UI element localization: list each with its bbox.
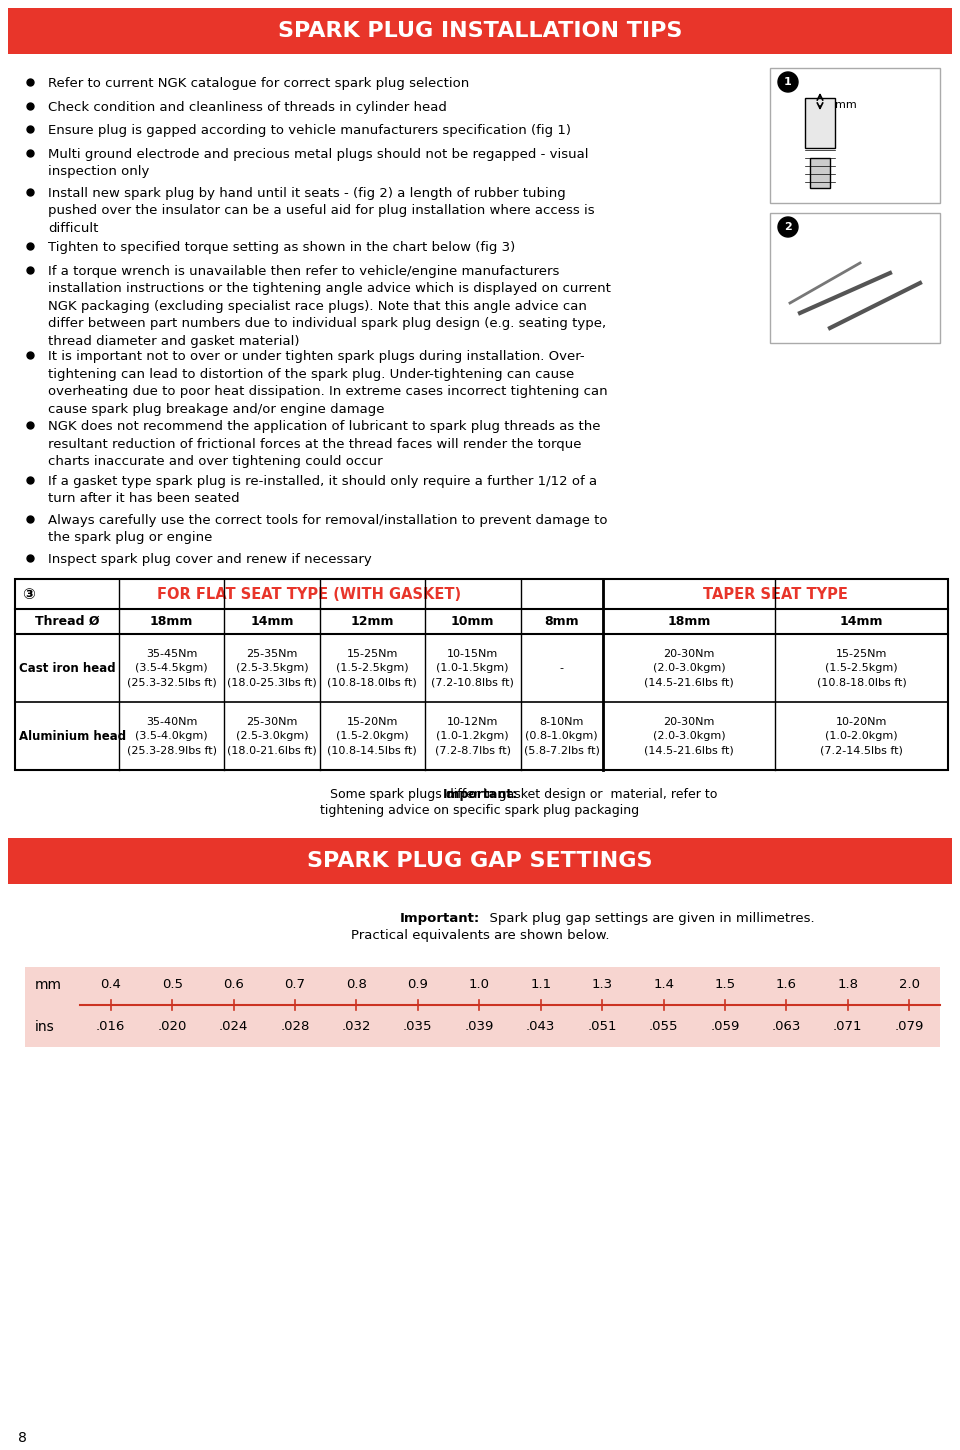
Text: mm: mm — [835, 100, 856, 110]
Text: 12mm: 12mm — [350, 615, 395, 628]
Text: NGK does not recommend the application of lubricant to spark plug threads as the: NGK does not recommend the application o… — [48, 420, 601, 468]
Text: Important:: Important: — [399, 912, 480, 925]
Text: 15-25Nm
(1.5-2.5kgm)
(10.8-18.0lbs ft): 15-25Nm (1.5-2.5kgm) (10.8-18.0lbs ft) — [327, 650, 418, 687]
Text: 2: 2 — [784, 222, 792, 232]
Text: Thread Ø: Thread Ø — [35, 615, 100, 628]
Bar — [805, 99, 835, 148]
Text: 1.3: 1.3 — [591, 979, 612, 992]
Text: SPARK PLUG GAP SETTINGS: SPARK PLUG GAP SETTINGS — [307, 851, 653, 871]
Text: 15-20Nm
(1.5-2.0kgm)
(10.8-14.5lbs ft): 15-20Nm (1.5-2.0kgm) (10.8-14.5lbs ft) — [327, 716, 418, 755]
Text: 18mm: 18mm — [667, 615, 710, 628]
Text: .043: .043 — [526, 1021, 556, 1034]
Text: Check condition and cleanliness of threads in cylinder head: Check condition and cleanliness of threa… — [48, 100, 446, 113]
Circle shape — [778, 72, 798, 91]
Text: .035: .035 — [403, 1021, 433, 1034]
Text: 0.9: 0.9 — [407, 979, 428, 992]
Text: 1.0: 1.0 — [468, 979, 490, 992]
Text: 1.1: 1.1 — [530, 979, 551, 992]
Text: 1: 1 — [784, 77, 792, 87]
Bar — [15, 579, 948, 770]
Text: Always carefully use the correct tools for removal/installation to prevent damag: Always carefully use the correct tools f… — [48, 513, 608, 544]
Text: 14mm: 14mm — [251, 615, 294, 628]
Text: ins: ins — [35, 1019, 55, 1034]
Text: SPARK PLUG INSTALLATION TIPS: SPARK PLUG INSTALLATION TIPS — [277, 20, 683, 41]
Text: Some spark plugs differ in gasket design or  material, refer to: Some spark plugs differ in gasket design… — [326, 787, 718, 800]
Text: .024: .024 — [219, 1021, 249, 1034]
Text: Tighten to specified torque setting as shown in the chart below (fig 3): Tighten to specified torque setting as s… — [48, 241, 516, 254]
Bar — [810, 158, 830, 189]
Text: 0.5: 0.5 — [161, 979, 182, 992]
Text: .063: .063 — [772, 1021, 801, 1034]
Text: Multi ground electrode and precious metal plugs should not be regapped - visual
: Multi ground electrode and precious meta… — [48, 148, 588, 178]
Bar — [770, 213, 940, 344]
Text: 25-35Nm
(2.5-3.5kgm)
(18.0-25.3lbs ft): 25-35Nm (2.5-3.5kgm) (18.0-25.3lbs ft) — [228, 650, 317, 687]
Text: tightening advice on specific spark plug packaging: tightening advice on specific spark plug… — [321, 803, 639, 816]
Text: 1.5: 1.5 — [714, 979, 735, 992]
Text: .071: .071 — [833, 1021, 863, 1034]
Text: .032: .032 — [342, 1021, 372, 1034]
Text: Ensure plug is gapped according to vehicle manufacturers specification (fig 1): Ensure plug is gapped according to vehic… — [48, 125, 571, 136]
Text: 35-45Nm
(3.5-4.5kgm)
(25.3-32.5lbs ft): 35-45Nm (3.5-4.5kgm) (25.3-32.5lbs ft) — [127, 650, 217, 687]
Text: If a torque wrench is unavailable then refer to vehicle/engine manufacturers
ins: If a torque wrench is unavailable then r… — [48, 264, 611, 348]
Bar — [8, 9, 952, 54]
Text: 10-12Nm
(1.0-1.2kgm)
(7.2-8.7lbs ft): 10-12Nm (1.0-1.2kgm) (7.2-8.7lbs ft) — [435, 716, 511, 755]
Text: 0.7: 0.7 — [284, 979, 305, 992]
Text: 8mm: 8mm — [544, 615, 579, 628]
Text: 1.6: 1.6 — [776, 979, 797, 992]
Text: 18mm: 18mm — [150, 615, 193, 628]
Bar — [770, 68, 940, 203]
Text: Refer to current NGK catalogue for correct spark plug selection: Refer to current NGK catalogue for corre… — [48, 77, 469, 90]
Text: .039: .039 — [465, 1021, 494, 1034]
Text: 10-15Nm
(1.0-1.5kgm)
(7.2-10.8lbs ft): 10-15Nm (1.0-1.5kgm) (7.2-10.8lbs ft) — [431, 650, 514, 687]
Text: .020: .020 — [157, 1021, 187, 1034]
Text: Aluminium head: Aluminium head — [19, 729, 126, 742]
Text: TAPER SEAT TYPE: TAPER SEAT TYPE — [703, 586, 848, 602]
Text: 20-30Nm
(2.0-3.0kgm)
(14.5-21.6lbs ft): 20-30Nm (2.0-3.0kgm) (14.5-21.6lbs ft) — [644, 716, 734, 755]
Text: .059: .059 — [710, 1021, 740, 1034]
Text: Install new spark plug by hand until it seats - (fig 2) a length of rubber tubin: Install new spark plug by hand until it … — [48, 187, 594, 235]
Text: FOR FLAT SEAT TYPE (WITH GASKET): FOR FLAT SEAT TYPE (WITH GASKET) — [156, 586, 461, 602]
Text: .079: .079 — [895, 1021, 924, 1034]
Text: .028: .028 — [280, 1021, 310, 1034]
Text: 14mm: 14mm — [840, 615, 883, 628]
Text: 0.6: 0.6 — [223, 979, 244, 992]
Text: It is important not to over or under tighten spark plugs during installation. Ov: It is important not to over or under tig… — [48, 349, 608, 416]
Text: .055: .055 — [649, 1021, 679, 1034]
Text: 1.4: 1.4 — [653, 979, 674, 992]
Text: 10-20Nm
(1.0-2.0kgm)
(7.2-14.5lbs ft): 10-20Nm (1.0-2.0kgm) (7.2-14.5lbs ft) — [820, 716, 903, 755]
Text: Practical equivalents are shown below.: Practical equivalents are shown below. — [350, 929, 610, 942]
Bar — [8, 838, 952, 884]
Text: 8: 8 — [18, 1431, 27, 1446]
Text: 0.4: 0.4 — [100, 979, 121, 992]
Text: mm: mm — [35, 977, 62, 992]
Text: 8-10Nm
(0.8-1.0kgm)
(5.8-7.2lbs ft): 8-10Nm (0.8-1.0kgm) (5.8-7.2lbs ft) — [524, 716, 600, 755]
Text: -: - — [560, 663, 564, 673]
Text: Cast iron head: Cast iron head — [19, 661, 115, 674]
Text: 2.0: 2.0 — [899, 979, 920, 992]
Bar — [25, 967, 940, 1047]
Text: If a gasket type spark plug is re-installed, it should only require a further 1/: If a gasket type spark plug is re-instal… — [48, 474, 597, 505]
Text: .051: .051 — [588, 1021, 617, 1034]
Text: Spark plug gap settings are given in millimetres.: Spark plug gap settings are given in mil… — [481, 912, 815, 925]
Text: ③: ③ — [22, 586, 35, 602]
Text: Inspect spark plug cover and renew if necessary: Inspect spark plug cover and renew if ne… — [48, 552, 372, 566]
Text: 20-30Nm
(2.0-3.0kgm)
(14.5-21.6lbs ft): 20-30Nm (2.0-3.0kgm) (14.5-21.6lbs ft) — [644, 650, 734, 687]
Text: 1.8: 1.8 — [837, 979, 858, 992]
Text: 10mm: 10mm — [451, 615, 494, 628]
Text: 15-25Nm
(1.5-2.5kgm)
(10.8-18.0lbs ft): 15-25Nm (1.5-2.5kgm) (10.8-18.0lbs ft) — [817, 650, 906, 687]
Text: 0.8: 0.8 — [346, 979, 367, 992]
Text: 35-40Nm
(3.5-4.0kgm)
(25.3-28.9lbs ft): 35-40Nm (3.5-4.0kgm) (25.3-28.9lbs ft) — [127, 716, 217, 755]
Text: Important:: Important: — [443, 787, 517, 800]
Circle shape — [778, 218, 798, 236]
Text: .016: .016 — [96, 1021, 126, 1034]
Text: 25-30Nm
(2.5-3.0kgm)
(18.0-21.6lbs ft): 25-30Nm (2.5-3.0kgm) (18.0-21.6lbs ft) — [228, 716, 317, 755]
